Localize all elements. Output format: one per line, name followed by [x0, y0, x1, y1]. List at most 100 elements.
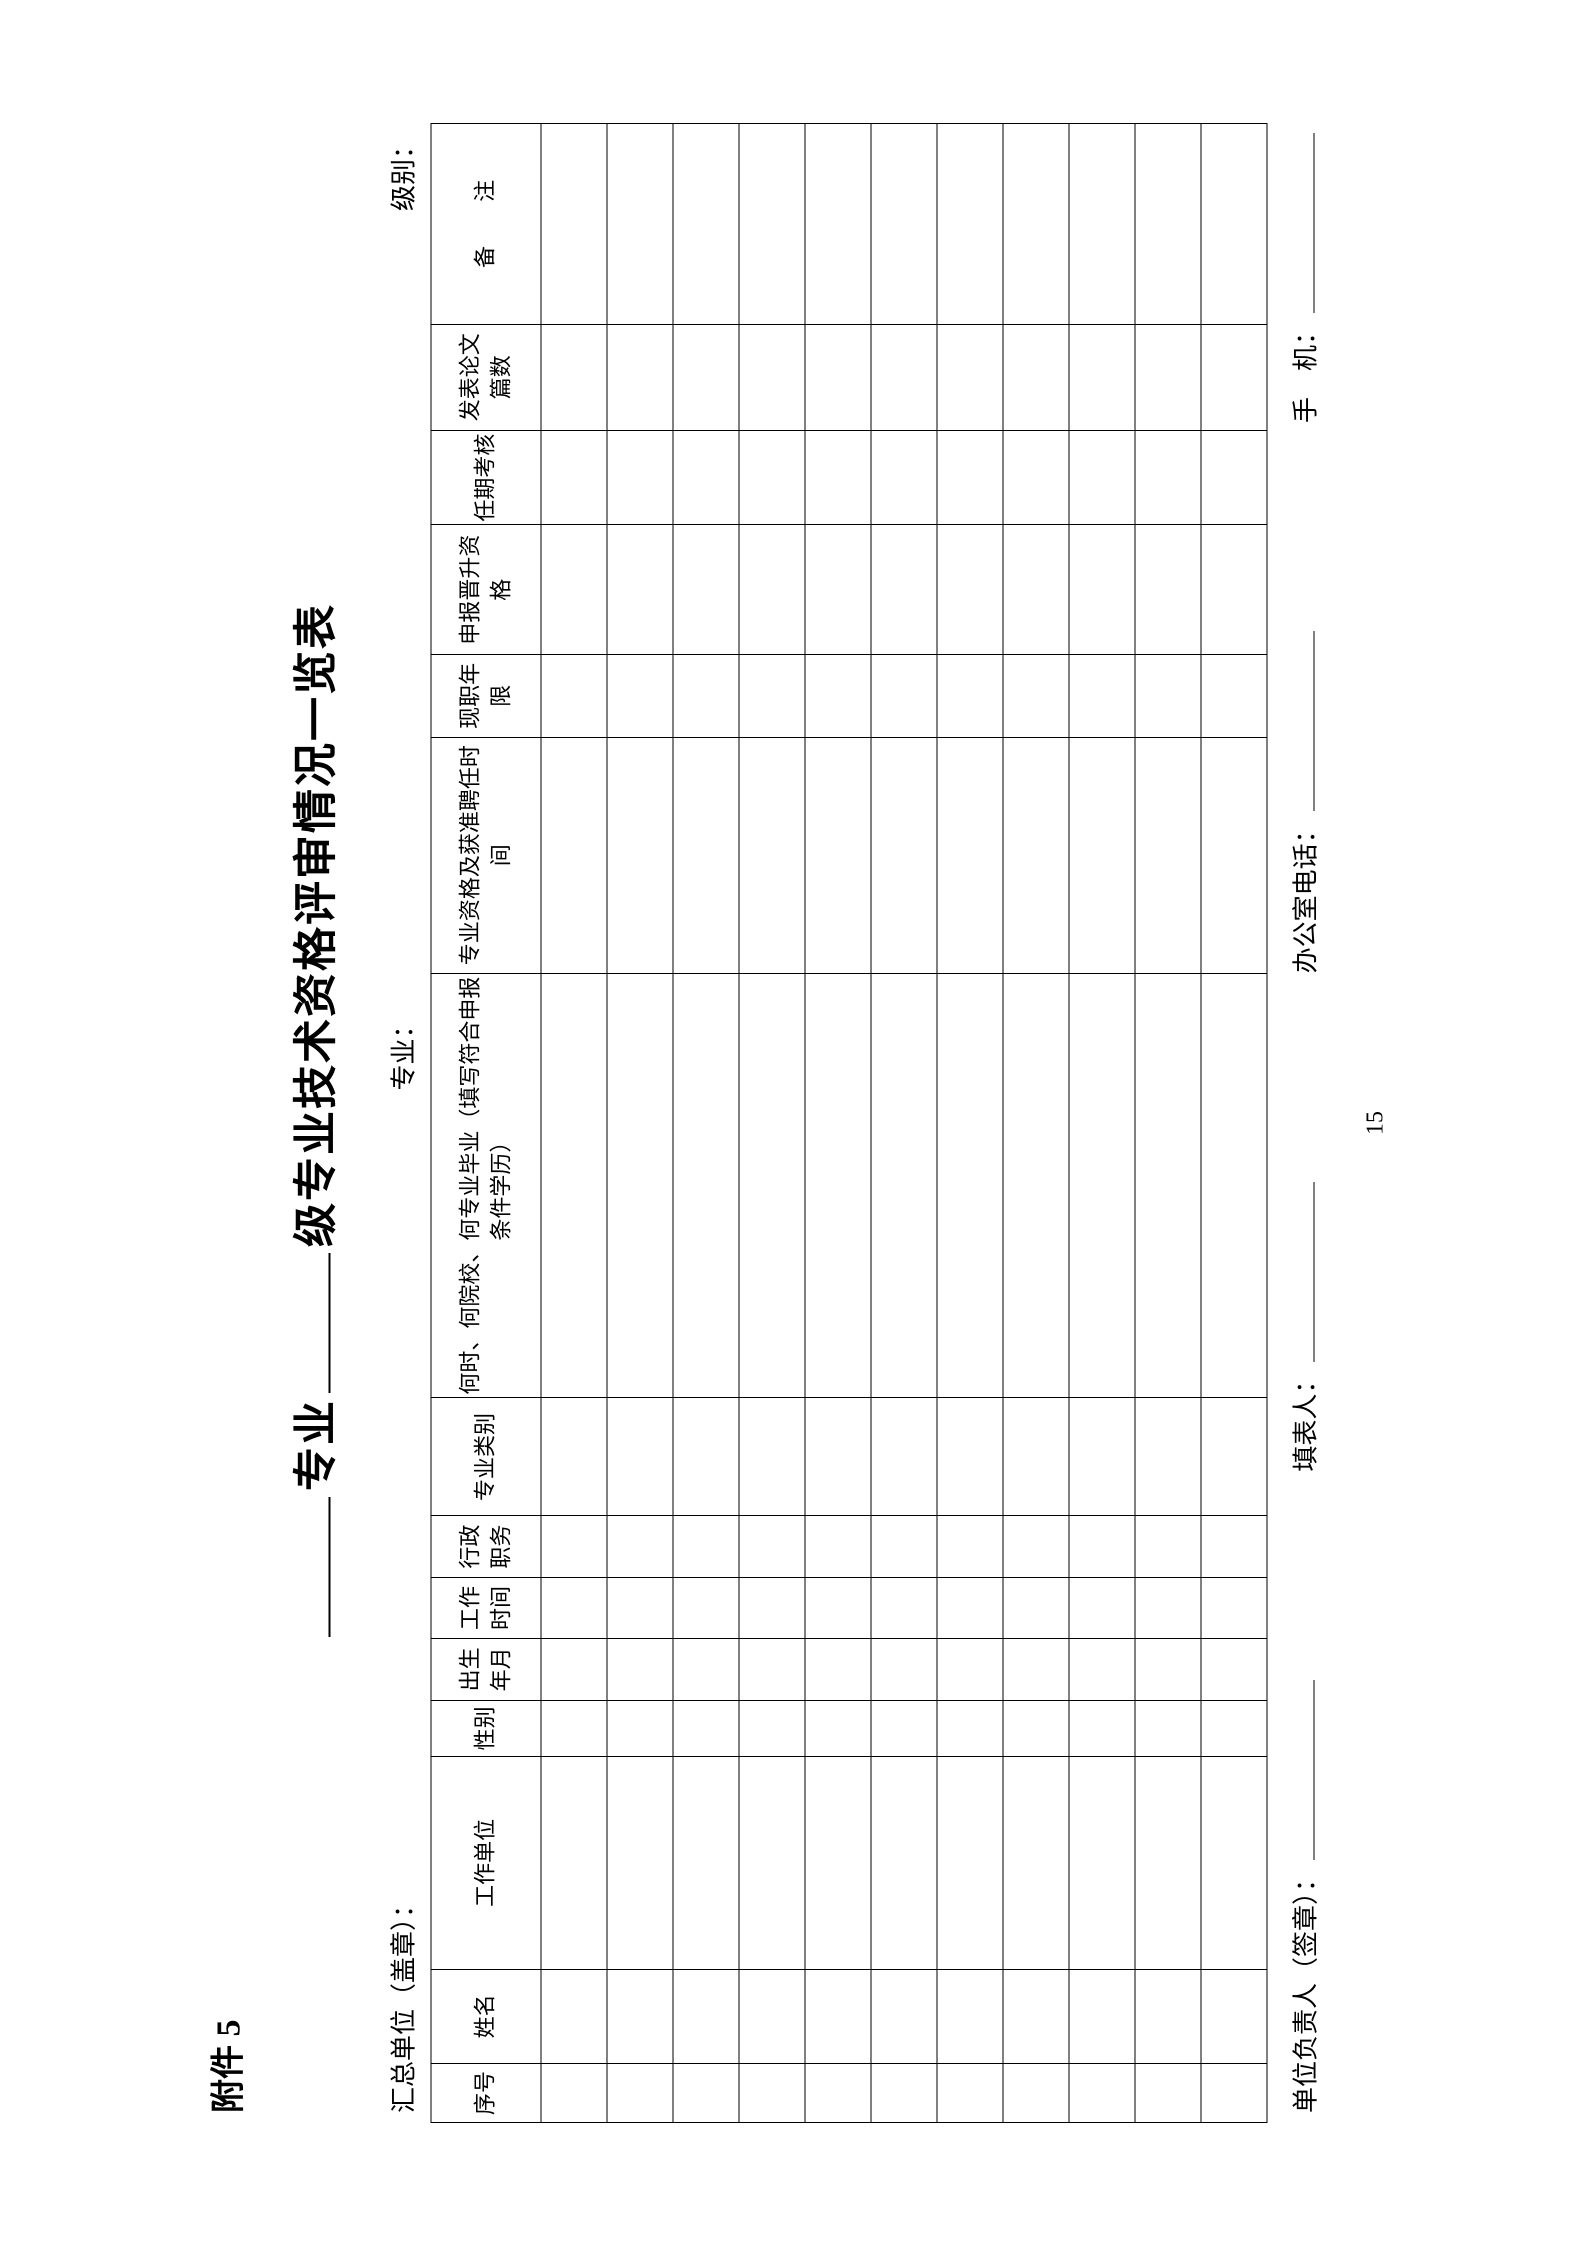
- cell-gender: [541, 1700, 607, 1757]
- cell-term_assess: [541, 430, 607, 524]
- cell-birth: [673, 1638, 739, 1699]
- title-part1: 专业: [291, 1399, 340, 1491]
- cell-admin_post: [607, 1515, 673, 1576]
- cell-name: [541, 1969, 607, 2063]
- cell-apply_qual: [805, 524, 871, 654]
- cell-seq: [1135, 2063, 1201, 2122]
- cell-admin_post: [1069, 1515, 1135, 1576]
- cell-gender: [739, 1700, 805, 1757]
- meta-summary-unit: 汇总单位（盖章）：: [383, 1891, 420, 2112]
- meta-specialty: 专业：: [383, 1012, 420, 1090]
- cell-work_time: [673, 1577, 739, 1638]
- cell-apply_qual: [871, 524, 937, 654]
- cell-qualification_time: [1201, 737, 1267, 973]
- cell-paper_count: [673, 324, 739, 430]
- cell-spec_category: [607, 1397, 673, 1515]
- cell-current_years: [1069, 654, 1135, 737]
- col-header-name: 姓名: [431, 1969, 541, 2063]
- cell-admin_post: [1201, 1515, 1267, 1576]
- cell-work_unit: [739, 1756, 805, 1968]
- cell-remark: [541, 123, 607, 324]
- cell-gender: [1135, 1700, 1201, 1757]
- cell-spec_category: [805, 1397, 871, 1515]
- cell-current_years: [1201, 654, 1267, 737]
- cell-current_years: [607, 654, 673, 737]
- cell-qualification_time: [1135, 737, 1201, 973]
- cell-work_unit: [1135, 1756, 1201, 1968]
- table-row: [1201, 123, 1267, 2122]
- table-row: [673, 123, 739, 2122]
- cell-name: [1003, 1969, 1069, 2063]
- table-row: [871, 123, 937, 2122]
- col-header-work_time: 工作时间: [431, 1577, 541, 1638]
- unit-head-label: 单位负责人（签章）：: [1285, 1865, 1322, 2112]
- cell-seq: [871, 2063, 937, 2122]
- cell-apply_qual: [937, 524, 1003, 654]
- cell-qualification_time: [871, 737, 937, 973]
- footer-form-filler: 填表人：: [1285, 1181, 1322, 1471]
- cell-apply_qual: [673, 524, 739, 654]
- cell-remark: [805, 123, 871, 324]
- cell-apply_qual: [1201, 524, 1267, 654]
- cell-name: [607, 1969, 673, 2063]
- cell-gender: [673, 1700, 739, 1757]
- footer-unit-head: 单位负责人（签章）：: [1285, 1679, 1322, 2112]
- cell-gender: [1201, 1700, 1267, 1757]
- cell-apply_qual: [607, 524, 673, 654]
- col-header-paper_count: 发表论文篇数: [431, 324, 541, 430]
- cell-work_time: [739, 1577, 805, 1638]
- cell-apply_qual: [1003, 524, 1069, 654]
- cell-term_assess: [1069, 430, 1135, 524]
- cell-gender: [805, 1700, 871, 1757]
- mobile-blank: [1288, 133, 1314, 313]
- cell-name: [871, 1969, 937, 2063]
- cell-work_unit: [1201, 1756, 1267, 1968]
- cell-spec_category: [739, 1397, 805, 1515]
- cell-birth: [805, 1638, 871, 1699]
- cell-paper_count: [871, 324, 937, 430]
- col-header-seq: 序号: [431, 2063, 541, 2122]
- cell-apply_qual: [739, 524, 805, 654]
- cell-term_assess: [1135, 430, 1201, 524]
- cell-work_time: [1135, 1577, 1201, 1638]
- page-number: 15: [1362, 123, 1389, 2123]
- review-table: 序号姓名工作单位性别出生年月工作时间行政职务专业类别何时、何院校、何专业毕业（填…: [430, 123, 1267, 2123]
- cell-term_assess: [805, 430, 871, 524]
- cell-seq: [1069, 2063, 1135, 2122]
- col-header-current_years: 现职年限: [431, 654, 541, 737]
- footer-row: 单位负责人（签章）： 填表人： 办公室电话： 手 机：: [1285, 123, 1322, 2123]
- cell-education: [673, 973, 739, 1398]
- cell-qualification_time: [937, 737, 1003, 973]
- cell-work_time: [541, 1577, 607, 1638]
- cell-education: [1201, 973, 1267, 1398]
- cell-work_time: [937, 1577, 1003, 1638]
- cell-work_time: [1003, 1577, 1069, 1638]
- cell-work_time: [1201, 1577, 1267, 1638]
- cell-seq: [541, 2063, 607, 2122]
- table-header-row: 序号姓名工作单位性别出生年月工作时间行政职务专业类别何时、何院校、何专业毕业（填…: [431, 123, 541, 2122]
- cell-spec_category: [673, 1397, 739, 1515]
- cell-qualification_time: [805, 737, 871, 973]
- table-row: [937, 123, 1003, 2122]
- cell-name: [673, 1969, 739, 2063]
- cell-paper_count: [739, 324, 805, 430]
- table-row: [739, 123, 805, 2122]
- col-header-education: 何时、何院校、何专业毕业（填写符合申报条件学历）: [431, 973, 541, 1398]
- title-blank-2: [286, 1253, 330, 1393]
- cell-gender: [937, 1700, 1003, 1757]
- cell-gender: [607, 1700, 673, 1757]
- cell-qualification_time: [739, 737, 805, 973]
- cell-apply_qual: [541, 524, 607, 654]
- cell-work_time: [1069, 1577, 1135, 1638]
- col-header-remark: 备 注: [431, 123, 541, 324]
- col-header-qualification_time: 专业资格及获准聘任时间: [431, 737, 541, 973]
- col-header-birth: 出生年月: [431, 1638, 541, 1699]
- cell-remark: [739, 123, 805, 324]
- cell-paper_count: [1003, 324, 1069, 430]
- cell-education: [607, 973, 673, 1398]
- cell-education: [739, 973, 805, 1398]
- cell-paper_count: [1069, 324, 1135, 430]
- cell-term_assess: [607, 430, 673, 524]
- cell-education: [805, 973, 871, 1398]
- cell-seq: [607, 2063, 673, 2122]
